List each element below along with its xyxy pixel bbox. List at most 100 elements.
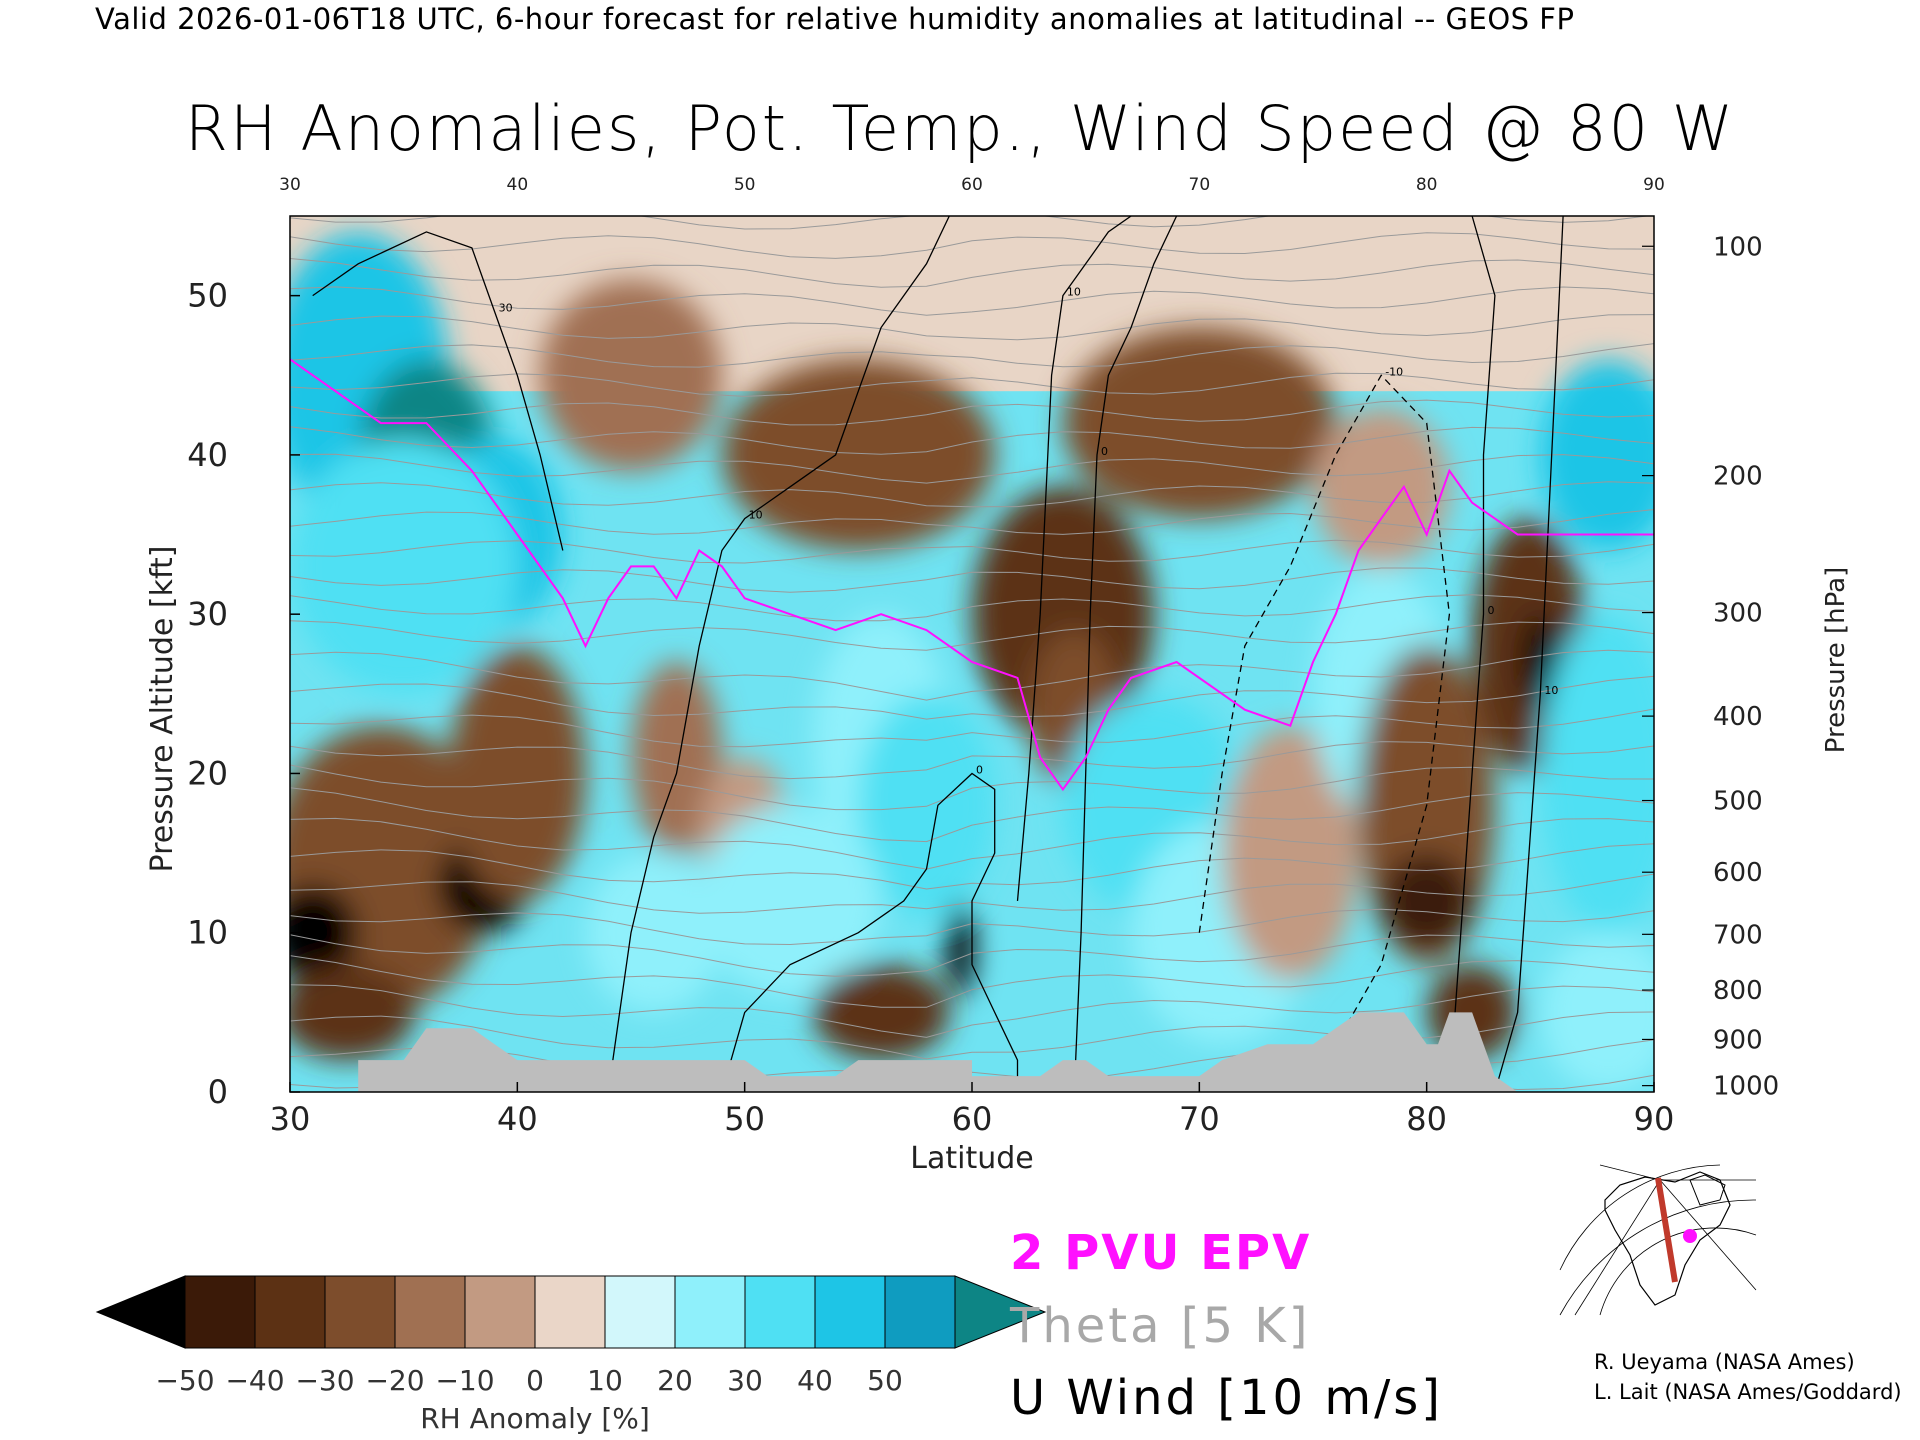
colorbar-tick-label: 0 xyxy=(526,1364,544,1397)
rh-anomaly-blob xyxy=(449,646,586,901)
location-inset-map xyxy=(1556,1164,1757,1316)
rh-anomaly-blob xyxy=(1062,327,1336,519)
theta-contours xyxy=(290,216,1654,1092)
pressure-tick-label: 100 xyxy=(1713,232,1763,262)
rh-anomaly-blob xyxy=(1522,614,1559,710)
theta-contour xyxy=(290,258,1654,288)
y-tick-label: 20 xyxy=(187,754,228,792)
colorbar-swatch xyxy=(814,1275,886,1349)
colorbar-tick-label: −30 xyxy=(295,1364,354,1397)
u-wind-contour xyxy=(1073,216,1178,1092)
colorbar-tick-label: −20 xyxy=(365,1364,424,1397)
theta-contour xyxy=(290,620,1654,651)
u-wind-contour xyxy=(607,216,950,1092)
rh-anomaly-blob xyxy=(1540,359,1654,551)
terrain-mask xyxy=(358,1012,1654,1092)
theta-contour xyxy=(290,567,1654,593)
chart-title: RH Anomalies, Pot. Temp., Wind Speed @ 8… xyxy=(184,92,1736,165)
colorbar-swatch xyxy=(464,1275,536,1349)
legend-epv-label: 2 PVU EPV xyxy=(1010,1225,1312,1281)
rh-anomaly-field xyxy=(290,216,1654,1092)
u-wind-contour-label: 0 xyxy=(1101,445,1108,458)
y-tick-label: 40 xyxy=(187,436,228,474)
colorbar-swatch xyxy=(534,1275,606,1349)
u-wind-contour-label: 30 xyxy=(499,302,513,315)
pressure-tick-label: 800 xyxy=(1713,976,1763,1006)
top-x-tick-label: 70 xyxy=(1189,175,1211,195)
colorbar-swatch xyxy=(674,1275,746,1349)
x-axis-label: Latitude xyxy=(910,1141,1033,1176)
rh-anomaly-blob xyxy=(631,661,722,854)
x-tick-label: 70 xyxy=(1179,1100,1220,1138)
u-wind-contour xyxy=(1198,374,1451,1045)
theta-contour xyxy=(290,843,1654,890)
colorbar-tick-label: 20 xyxy=(657,1364,693,1397)
location-marker-icon xyxy=(1683,1229,1697,1243)
u-wind-contour xyxy=(312,231,564,551)
rh-anomaly-blob xyxy=(1540,932,1654,1092)
rh-anomaly-blob xyxy=(946,900,975,997)
theta-contour xyxy=(290,453,1654,484)
pressure-tick-label: 500 xyxy=(1713,787,1763,817)
y-axis-label: Pressure Altitude [kft] xyxy=(145,546,180,873)
colorbar-swatch xyxy=(324,1275,396,1349)
theta-contour xyxy=(290,481,1654,508)
terrain-shape xyxy=(358,1012,1654,1092)
colorbar-tick-label: 40 xyxy=(797,1364,833,1397)
theta-contour xyxy=(290,955,1654,1008)
rh-anomaly-blob xyxy=(540,279,722,471)
rh-anomaly-blob xyxy=(290,438,518,694)
upper-band xyxy=(290,216,1654,392)
theta-contour xyxy=(290,741,1654,780)
colorbar-swatch xyxy=(884,1275,956,1349)
colorbar-low-arrow xyxy=(95,1275,186,1349)
u-wind-contours: 10 0 30 10 0 -10 10 0 xyxy=(312,216,1564,1092)
colorbar-tick-label: −50 xyxy=(155,1364,214,1397)
pressure-tick-label: 200 xyxy=(1713,462,1763,492)
epv-line xyxy=(290,358,1654,792)
top-x-tick-label: 90 xyxy=(1643,175,1665,195)
u-wind-contour xyxy=(721,772,1019,1092)
y-tick-label: 10 xyxy=(187,914,228,952)
theta-contour xyxy=(290,649,1654,701)
colorbar-tick-label: 50 xyxy=(867,1364,903,1397)
theta-contour xyxy=(290,539,1654,564)
u-wind-contour xyxy=(1016,216,1132,901)
forecast-header: Valid 2026-01-06T18 UTC, 6-hour forecast… xyxy=(95,2,1575,36)
top-x-tick-label: 40 xyxy=(507,175,529,195)
u-wind-contour-label: -10 xyxy=(1385,365,1403,378)
u-wind-contour-label: 10 xyxy=(749,509,763,522)
y2-axis-label: Pressure [hPa] xyxy=(1821,567,1851,754)
rh-anomaly-blob xyxy=(1222,725,1359,981)
rh-anomaly-blob xyxy=(585,853,722,1013)
y-tick-label: 50 xyxy=(187,277,228,315)
colorbar: −50 −40 −30 −20 −10 0 10 20 30 40 50 RH Anomaly [%] xyxy=(95,1275,1047,1435)
theta-contour xyxy=(290,594,1654,622)
credit-line-1: R. Ueyama (NASA Ames) xyxy=(1594,1350,1855,1374)
theta-contour xyxy=(290,343,1654,368)
x-tick-label: 40 xyxy=(497,1100,538,1138)
pressure-tick-label: 400 xyxy=(1713,702,1763,732)
theta-contour xyxy=(290,1011,1654,1060)
rh-anomaly-blob xyxy=(290,964,416,1061)
pressure-tick-label: 300 xyxy=(1713,599,1763,629)
theta-contour xyxy=(290,232,1654,259)
rh-anomaly-blob xyxy=(721,359,995,551)
u-wind-contour-label: 0 xyxy=(976,763,983,776)
u-wind-contour-label: 10 xyxy=(1544,684,1558,697)
theta-contour xyxy=(290,764,1654,811)
theta-contour xyxy=(290,787,1654,843)
theta-contour xyxy=(290,286,1654,316)
top-x-tick-label: 50 xyxy=(734,175,756,195)
pressure-tick-label: 700 xyxy=(1713,920,1763,950)
rh-anomaly-blob xyxy=(812,964,950,1061)
colorbar-swatch xyxy=(744,1275,816,1349)
theta-contour xyxy=(290,984,1654,1038)
rh-anomaly-blob xyxy=(1381,853,1473,949)
colorbar-swatch xyxy=(394,1275,466,1349)
pressure-tick-label: 600 xyxy=(1713,858,1763,888)
rh-anomaly-blob xyxy=(1540,614,1654,933)
theta-contour xyxy=(290,426,1654,455)
colorbar-tick-label: 30 xyxy=(727,1364,763,1397)
